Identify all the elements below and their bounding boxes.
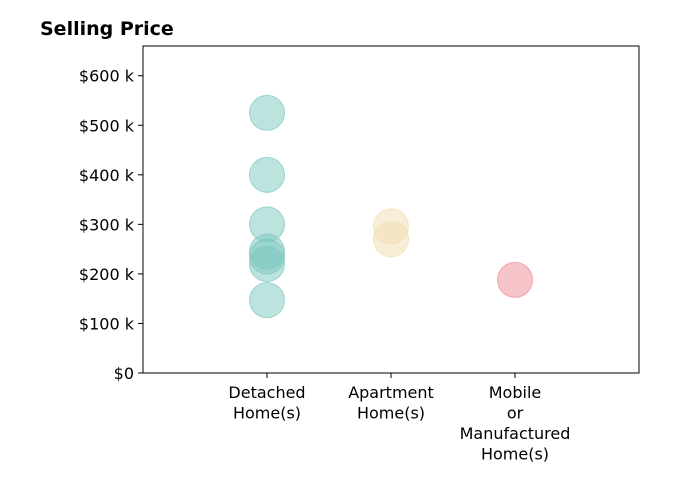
x-tick-label-line: Manufactured	[460, 424, 571, 443]
data-point	[249, 156, 285, 193]
y-tick-label: $0	[114, 364, 134, 383]
x-tick-label-line: Apartment	[348, 383, 434, 402]
data-point	[373, 221, 409, 258]
x-tick-label: Mobile or Manufactured Home(s)	[460, 383, 571, 464]
y-tick-label: $500 k	[79, 116, 135, 135]
x-axis: Detached Home(s) Apartment Home(s) Mobile or M…	[228, 373, 570, 464]
y-tick-label: $100 k	[79, 314, 135, 333]
points-layer	[249, 94, 533, 319]
y-tick-label: $200 k	[79, 265, 135, 284]
x-tick-label: Apartment Home(s)	[348, 383, 434, 423]
x-tick-label-line: or	[507, 404, 524, 423]
x-tick-label: Detached Home(s)	[228, 383, 305, 423]
chart-title: Selling Price	[40, 18, 174, 40]
x-tick-label-line: Home(s)	[357, 404, 425, 423]
data-point	[497, 261, 533, 298]
data-point	[249, 246, 285, 282]
x-tick-label-line: Home(s)	[481, 445, 549, 464]
x-tick-label-line: Mobile	[489, 383, 541, 402]
x-tick-label-line: Detached	[228, 383, 305, 402]
y-tick-label: $300 k	[79, 215, 135, 234]
y-axis: $0 $100 k $200 k $300 k $400 k $500 k $600 k	[79, 67, 143, 383]
x-tick-label-line: Home(s)	[233, 404, 301, 423]
data-point	[249, 282, 285, 319]
y-tick-label: $400 k	[79, 166, 135, 185]
y-tick-label: $600 k	[79, 67, 135, 86]
data-point	[249, 94, 285, 131]
